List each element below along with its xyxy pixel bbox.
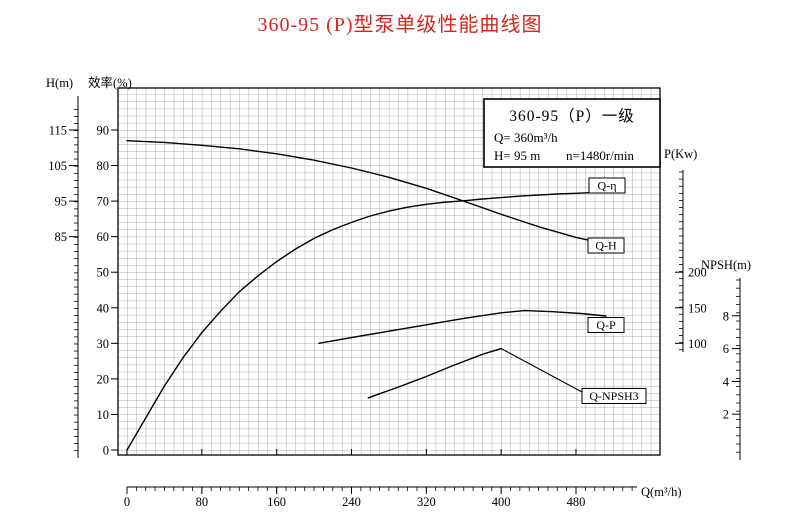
- chart-title: 360-95 (P)型泵单级性能曲线图: [257, 14, 543, 36]
- eff-tick-label: 80: [97, 159, 110, 173]
- h-tick-label: 85: [55, 230, 68, 244]
- curve-label-eta: Q-η: [598, 179, 617, 193]
- q-tick-label: 160: [267, 495, 286, 509]
- eff-tick-label: 50: [97, 266, 110, 280]
- info-box-speed: n=1480r/min: [566, 148, 634, 163]
- curve-npsh: [367, 347, 502, 399]
- eff-tick-label: 90: [97, 123, 110, 137]
- npsh-axis-label: NPSH(m): [701, 258, 751, 272]
- q-tick-label: 80: [196, 495, 209, 509]
- info-box-title: 360-95（P）一级: [509, 107, 635, 125]
- curve-label-p: Q-P: [596, 318, 616, 332]
- npsh-leader-line: [500, 348, 583, 393]
- curve-label-box-h: [587, 237, 625, 254]
- h-tick-label: 105: [48, 159, 67, 173]
- npsh-tick-label: 8: [723, 309, 729, 323]
- q-tick-label: 0: [124, 495, 130, 509]
- eff-tick-label: 10: [97, 408, 110, 422]
- q-tick-label: 240: [342, 495, 361, 509]
- q-tick-label: 480: [567, 495, 586, 509]
- p-axis-label: P(Kw): [664, 147, 697, 161]
- curve-label-box-p: [587, 317, 625, 333]
- eff-tick-label: 0: [103, 444, 109, 458]
- h-tick-label: 95: [55, 195, 68, 209]
- curve-p: [318, 309, 607, 344]
- eff-tick-label: 60: [97, 230, 110, 244]
- q-axis-label: Q(m³/h): [641, 485, 682, 499]
- q-tick-label: 400: [492, 495, 511, 509]
- npsh-tick-label: 2: [723, 408, 729, 422]
- curve-eta: [126, 191, 601, 451]
- eff-tick-label: 70: [97, 195, 110, 209]
- npsh-tick-label: 4: [723, 375, 730, 389]
- info-box-flow: Q= 360m³/h: [494, 130, 558, 145]
- curve-h: [126, 139, 607, 245]
- eff-tick-label: 40: [97, 301, 110, 315]
- curve-label-h: Q-H: [595, 239, 617, 253]
- eff-tick-label: 30: [97, 337, 110, 351]
- h-tick-label: 115: [49, 123, 67, 137]
- info-box: [483, 98, 661, 168]
- p-tick-label: 100: [688, 337, 707, 351]
- info-box-head: H= 95 m: [494, 148, 540, 163]
- curve-label-box-eta: [588, 177, 626, 194]
- q-tick-label: 320: [417, 495, 436, 509]
- p-tick-label: 150: [688, 301, 707, 315]
- eff-axis-label: 效率(%): [88, 75, 132, 90]
- eff-tick-label: 20: [97, 372, 110, 386]
- h-axis-label: H(m): [46, 76, 73, 90]
- curve-label-box-npsh: [581, 388, 647, 404]
- npsh-tick-label: 6: [723, 342, 729, 356]
- p-tick-label: 200: [688, 266, 707, 280]
- curve-label-npsh: Q-NPSH3: [589, 389, 638, 403]
